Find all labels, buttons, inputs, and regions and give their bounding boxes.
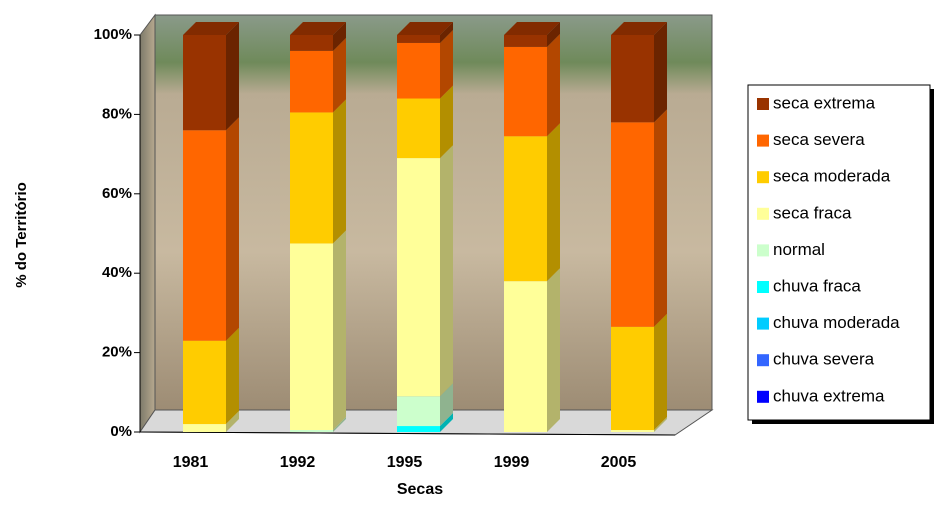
bar-side	[226, 117, 239, 341]
legend-label: chuva extrema	[773, 386, 885, 405]
side-wall	[139, 13, 156, 434]
bar-side	[333, 417, 346, 432]
legend-label: seca severa	[773, 130, 865, 149]
y-axis-title: % do Território	[13, 182, 30, 288]
bar-side	[333, 37, 346, 113]
bar-segment	[290, 35, 333, 51]
bar-segment	[397, 158, 440, 397]
legend-label: normal	[773, 240, 825, 259]
bar-side	[333, 99, 346, 244]
bar-side	[547, 123, 560, 282]
y-tick-label: 80%	[102, 105, 132, 122]
legend-label: seca fraca	[773, 203, 852, 222]
x-tick-label: 2005	[601, 454, 637, 471]
legend-marker	[757, 281, 769, 293]
bar-side	[440, 413, 453, 432]
legend-marker	[757, 354, 769, 367]
bar-side	[654, 417, 667, 432]
bar-segment	[183, 340, 226, 425]
x-tick-label: 1992	[280, 454, 316, 471]
legend-marker	[757, 98, 769, 110]
bar-segment	[397, 426, 440, 432]
legend-label: chuva severa	[773, 350, 875, 369]
bar-side	[547, 268, 560, 432]
bar-segment	[611, 122, 654, 327]
legend-label: chuva fraca	[773, 276, 861, 295]
legend-marker	[757, 171, 769, 184]
legend-marker	[757, 207, 769, 220]
legend-label: seca moderada	[773, 167, 891, 186]
legend-marker	[757, 134, 769, 147]
legend-marker	[757, 317, 769, 330]
y-tick-label: 60%	[102, 185, 132, 202]
y-tick-label: 0%	[110, 423, 132, 440]
bar-side	[333, 230, 346, 431]
bar-top	[504, 22, 560, 35]
bar-side	[654, 313, 667, 431]
bar-segment	[290, 112, 333, 244]
bar-segment	[183, 35, 226, 131]
bar-side	[654, 22, 667, 123]
legend-marker	[757, 244, 769, 257]
bar-segment	[397, 98, 440, 159]
y-tick-label: 20%	[102, 344, 132, 361]
bar-side	[226, 411, 239, 432]
bar-side	[440, 29, 453, 99]
bar-segment	[397, 396, 440, 427]
bar-segment	[183, 424, 226, 432]
bar-segment	[290, 430, 333, 432]
bar-segment	[504, 281, 547, 432]
bar-segment	[504, 35, 547, 47]
x-tick-label: 1999	[494, 454, 530, 471]
bar-segment	[183, 130, 226, 341]
bar-side	[654, 109, 667, 327]
bar-side	[440, 85, 453, 159]
bar-segment	[504, 46, 547, 137]
bar-top	[611, 22, 667, 35]
bar-segment	[611, 35, 654, 123]
bar-side	[547, 22, 560, 47]
bar-side	[226, 22, 239, 131]
legend-label: seca extrema	[773, 93, 876, 112]
bar-segment	[504, 136, 547, 282]
bar-segment	[290, 50, 333, 113]
bar-side	[333, 22, 346, 51]
y-tick-label: 100%	[94, 26, 132, 43]
bar-segment	[397, 42, 440, 99]
bar-segment	[290, 243, 333, 431]
bar-side	[440, 22, 453, 43]
x-tick-label: 1995	[387, 454, 423, 471]
bar-side	[440, 383, 453, 427]
bar-side	[440, 145, 453, 397]
bar-side	[547, 33, 560, 137]
bar-top	[397, 22, 453, 35]
bar-side	[226, 327, 239, 425]
legend-label: chuva moderada	[773, 313, 900, 332]
bar-top	[183, 22, 239, 35]
y-tick-label: 40%	[102, 264, 132, 281]
bar-segment	[611, 430, 654, 432]
x-tick-label: 1981	[173, 454, 209, 471]
x-axis	[139, 431, 676, 436]
x-axis-title: Secas	[397, 481, 443, 498]
bar-top	[290, 22, 346, 35]
bar-segment	[611, 326, 654, 431]
legend	[747, 84, 931, 421]
legend-marker	[757, 390, 769, 403]
bar-segment	[397, 35, 440, 43]
